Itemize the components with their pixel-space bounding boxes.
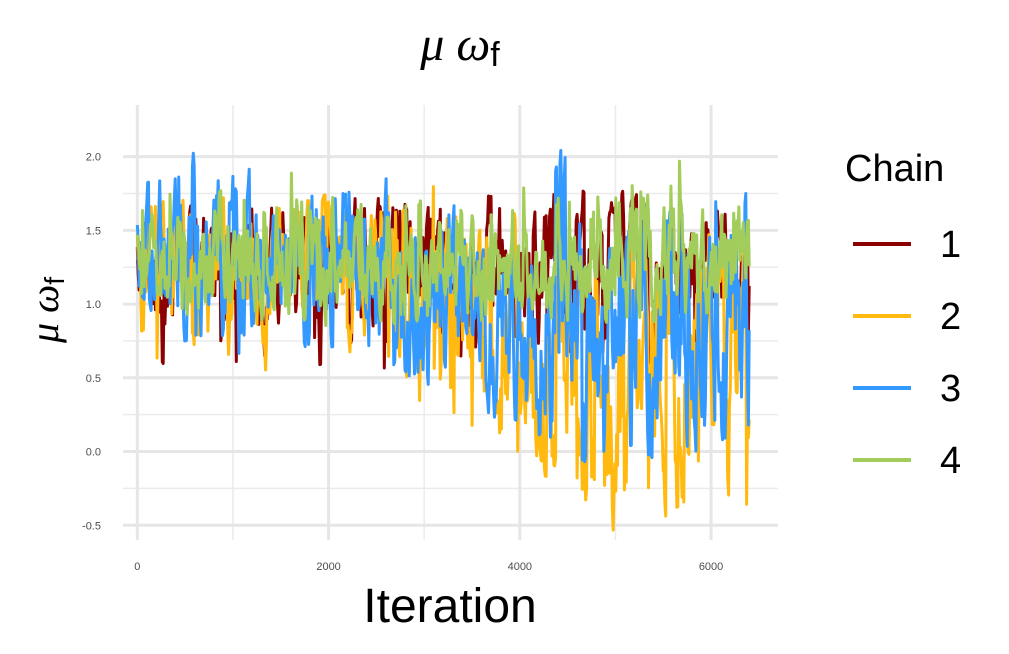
legend-label-1: 1 [940,224,961,266]
y-axis-title-main: μ ω [22,285,67,344]
legend-title: Chain [845,148,944,190]
series-lines [135,149,751,532]
trace-chain-4 [135,159,751,327]
x-tick-label: 2000 [316,561,340,573]
y-tick-label: -0.5 [82,520,101,532]
x-axis-title: Iteration [363,580,536,633]
chart-title: μ ωf [419,18,500,74]
y-tick-label: 1.5 [86,225,101,237]
legend-label-3: 3 [940,368,961,410]
chart-title-subscript: f [490,36,500,74]
y-axis-title: μ ωf [22,277,70,344]
y-tick-label: 2.0 [86,152,101,164]
legend-label-4: 4 [940,440,961,482]
y-axis-title-subscript: f [39,277,70,285]
x-tick-label: 6000 [699,561,723,573]
trace-chain-3 [135,149,751,464]
x-tick-label: 4000 [508,561,532,573]
x-tick-label: 0 [134,561,140,573]
y-tick-label: 1.0 [86,299,101,311]
y-tick-label: 0.0 [86,447,101,459]
chart-title-main: μ ω [419,18,490,71]
y-tick-label: 0.5 [86,373,101,385]
legend: Chain 1 2 3 4 [845,148,961,482]
legend-label-2: 2 [940,296,961,338]
tick-labels: 0 2000 4000 6000 -0.5 0.0 0.5 1.0 1.5 2.0 [82,152,723,573]
